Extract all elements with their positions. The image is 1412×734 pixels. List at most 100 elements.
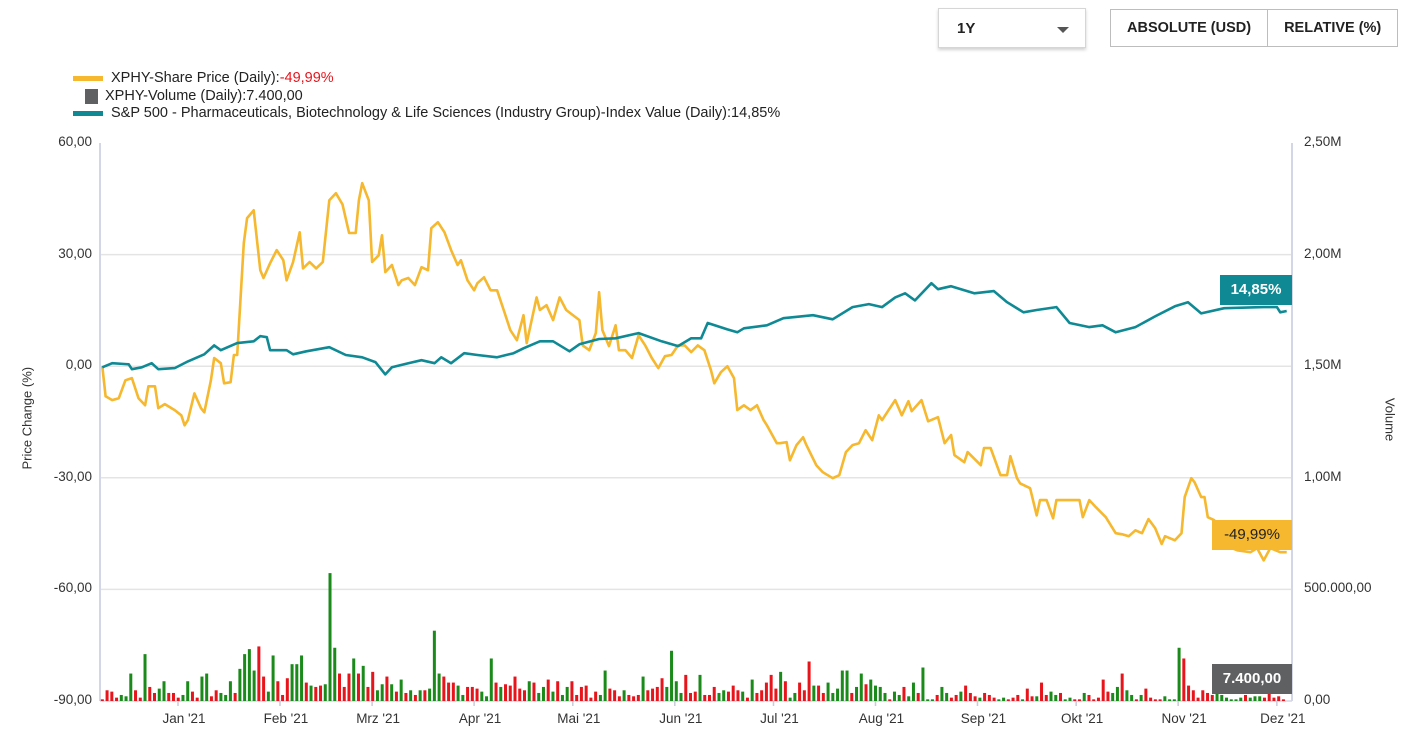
legend-item-index[interactable]: S&P 500 - Pharmaceuticals, Biotechnology… [73,105,780,123]
volume-bar [233,692,237,701]
volume-bar [110,691,114,701]
volume-bar [978,697,982,701]
volume-bar [418,690,422,701]
x-tick-label: Sep '21 [960,711,1007,726]
volume-end-label: 7.400,00 [1212,664,1292,694]
volume-bar [869,679,873,701]
volume-bar [589,697,593,701]
volume-bar [1210,694,1214,701]
volume-bar [1163,696,1167,701]
y-tick-label: 60,00 [58,134,92,149]
volume-bar [926,699,930,701]
price-end-label: -49,99% [1212,520,1292,550]
x-tick-label: Nov '21 [1161,711,1207,726]
volume-bar [594,691,598,701]
volume-bar [195,697,199,701]
volume-bar [470,686,474,701]
volume-bar [840,670,844,701]
volume-bar [817,685,821,701]
y2-tick-label: 1,00M [1304,468,1342,484]
x-tick-label: Feb '21 [263,711,309,726]
volume-bar [1044,694,1048,701]
volume-bar [930,699,934,701]
volume-bar [1248,697,1252,701]
volume-bar [726,691,730,701]
volume-bar [911,682,915,701]
volume-bar [385,676,389,701]
volume-bar [722,690,726,701]
volume-bar [560,694,564,701]
volume-bar [1002,697,1006,701]
volume-bar [779,671,783,701]
y-tick-label: -60,00 [53,580,92,596]
volume-bar [598,694,602,701]
volume-bar [224,694,228,701]
volume-bar [252,670,256,701]
volume-bar [1191,690,1195,701]
volume-bar [480,691,484,701]
y2-tick-label: 0,00 [1304,692,1331,707]
volume-bar [1058,692,1062,701]
volume-bar [1049,691,1053,701]
volume-bar [622,690,626,701]
y2-tick-label: 2,50M [1304,134,1342,149]
relative-percent-button[interactable]: RELATIVE (%) [1267,10,1398,46]
time-range-value: 1Y [957,20,976,37]
volume-bar [717,692,721,701]
volume-bar [788,697,792,701]
legend-item-share-price[interactable]: XPHY-Share Price (Daily): -49,99% [73,70,780,88]
volume-bar [300,655,304,701]
volume-bar [1243,694,1247,701]
volume-bar [1134,699,1138,701]
y-tick-label: 30,00 [58,245,92,261]
volume-bar [689,692,693,701]
volume-bar [148,686,152,701]
volume-bar [949,697,953,701]
volume-bar [366,686,370,701]
volume-bar [485,696,489,701]
time-range-dropdown[interactable]: 1Y [938,8,1086,48]
volume-bar [760,690,764,701]
volume-bar [1144,688,1148,701]
absolute-usd-button[interactable]: ABSOLUTE (USD) [1111,10,1268,46]
volume-bar [968,692,972,701]
volume-bar [1073,699,1077,701]
volume-bar [703,694,707,701]
volume-bar [921,667,925,701]
volume-bar [143,654,147,701]
volume-bar [859,673,863,701]
volume-bar [774,688,778,701]
x-tick-label: Apr '21 [458,711,502,726]
volume-bar [371,671,375,701]
y-tick-label: -90,00 [53,692,92,707]
volume-bar [413,694,417,701]
volume-bar [271,655,275,701]
volume-bar [764,682,768,701]
volume-bar [1092,699,1096,701]
volume-bar [181,694,185,701]
volume-bar [1215,692,1219,701]
x-tick-label: Jan '21 [162,711,206,726]
volume-bar [508,685,512,701]
volume-bar [356,673,360,701]
volume-bar [807,661,811,701]
volume-bar [295,664,299,701]
legend-item-volume[interactable]: XPHY-Volume (Daily): 7.400,00 [73,88,780,106]
volume-bar [698,674,702,701]
volume-bar [527,681,531,701]
volume-bar [276,681,280,701]
volume-bar [404,692,408,701]
volume-bar [1077,699,1081,701]
volume-bar [641,676,645,701]
volume-bar [228,681,232,701]
volume-bar [632,696,636,701]
volume-bar [209,696,213,701]
volume-bar [537,692,541,701]
volume-bar [504,684,508,701]
volume-bar [1021,699,1025,701]
volume-bar [636,694,640,701]
volume-bar [375,690,379,701]
volume-bar [176,697,180,701]
volume-bar [186,681,190,701]
volume-bar [262,676,266,701]
